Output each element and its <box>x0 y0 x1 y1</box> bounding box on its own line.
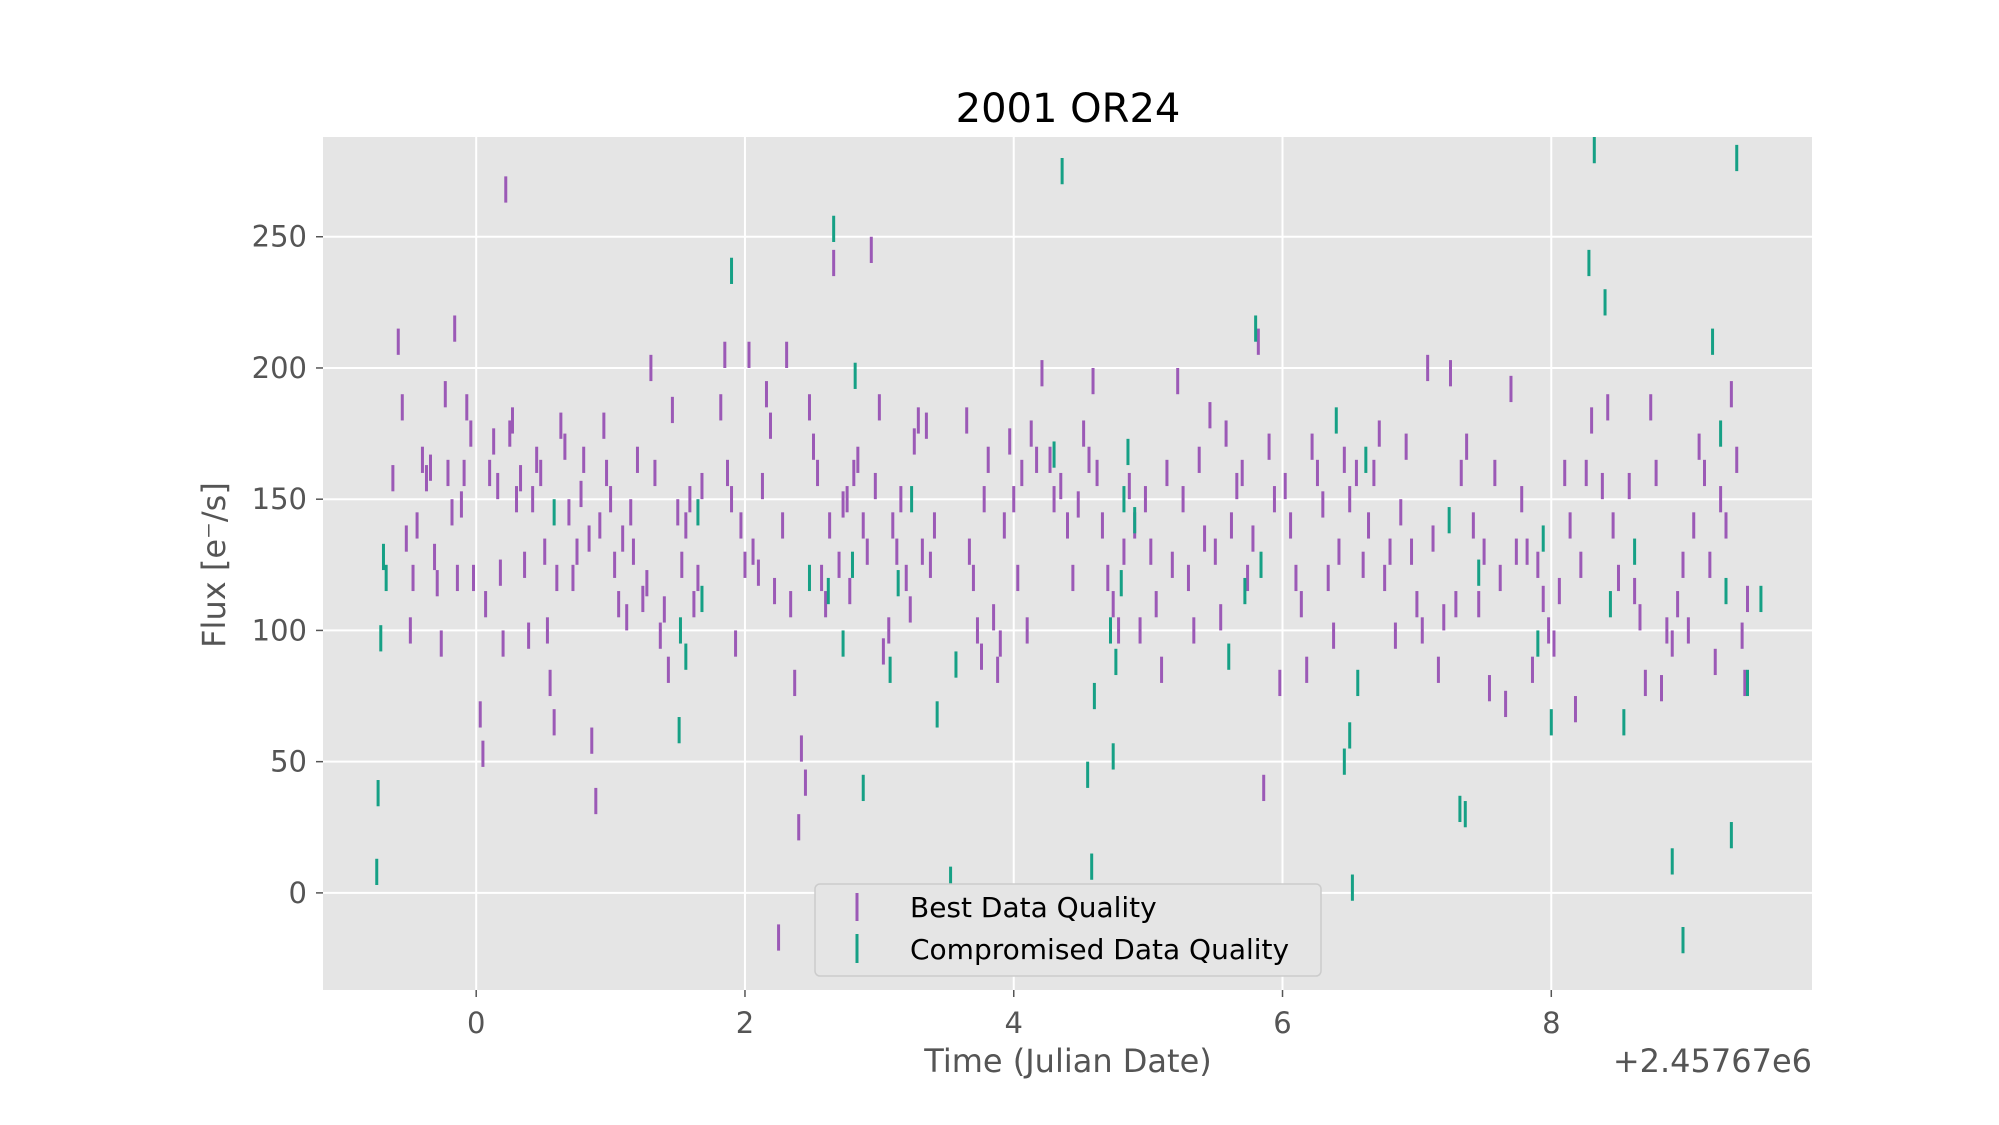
x-tick-label: 4 <box>1005 1006 1023 1040</box>
x-axis-ticks: 0 2 4 6 8 <box>467 990 1561 1040</box>
y-tick-label: 100 <box>252 613 307 647</box>
y-tick-label: 50 <box>270 745 307 779</box>
y-tick-label: 0 <box>289 876 307 910</box>
legend-label-compromised: Compromised Data Quality <box>910 933 1289 966</box>
y-tick-label: 150 <box>252 482 307 516</box>
legend-item-best: Best Data Quality <box>855 891 1157 924</box>
x-tick-label: 6 <box>1273 1006 1291 1040</box>
x-tick-label: 0 <box>467 1006 485 1040</box>
legend: Best Data Quality Compromised Data Quali… <box>814 883 1322 977</box>
x-axis-offset-label: +2.45767e6 <box>1613 1042 1812 1080</box>
x-tick-label: 8 <box>1542 1006 1560 1040</box>
y-axis-label: Flux [e⁻/s] <box>195 482 233 648</box>
legend-box <box>814 883 1322 977</box>
x-axis-label: Time (Julian Date) <box>923 1042 1212 1080</box>
y-axis-ticks: 0 50 100 150 200 250 <box>252 220 323 910</box>
x-tick-label: 2 <box>736 1006 754 1040</box>
legend-item-compromised: Compromised Data Quality <box>855 933 1289 966</box>
plot-area <box>323 137 1812 990</box>
legend-label-best: Best Data Quality <box>910 891 1157 924</box>
grid-lines <box>323 137 1812 990</box>
y-tick-label: 200 <box>252 351 307 385</box>
chart-title: 2001 OR24 <box>956 86 1181 132</box>
series-best-data-quality <box>391 176 1749 951</box>
y-tick-label: 250 <box>252 220 307 254</box>
series-compromised-data-quality <box>375 137 1763 954</box>
data-series <box>375 137 1763 954</box>
